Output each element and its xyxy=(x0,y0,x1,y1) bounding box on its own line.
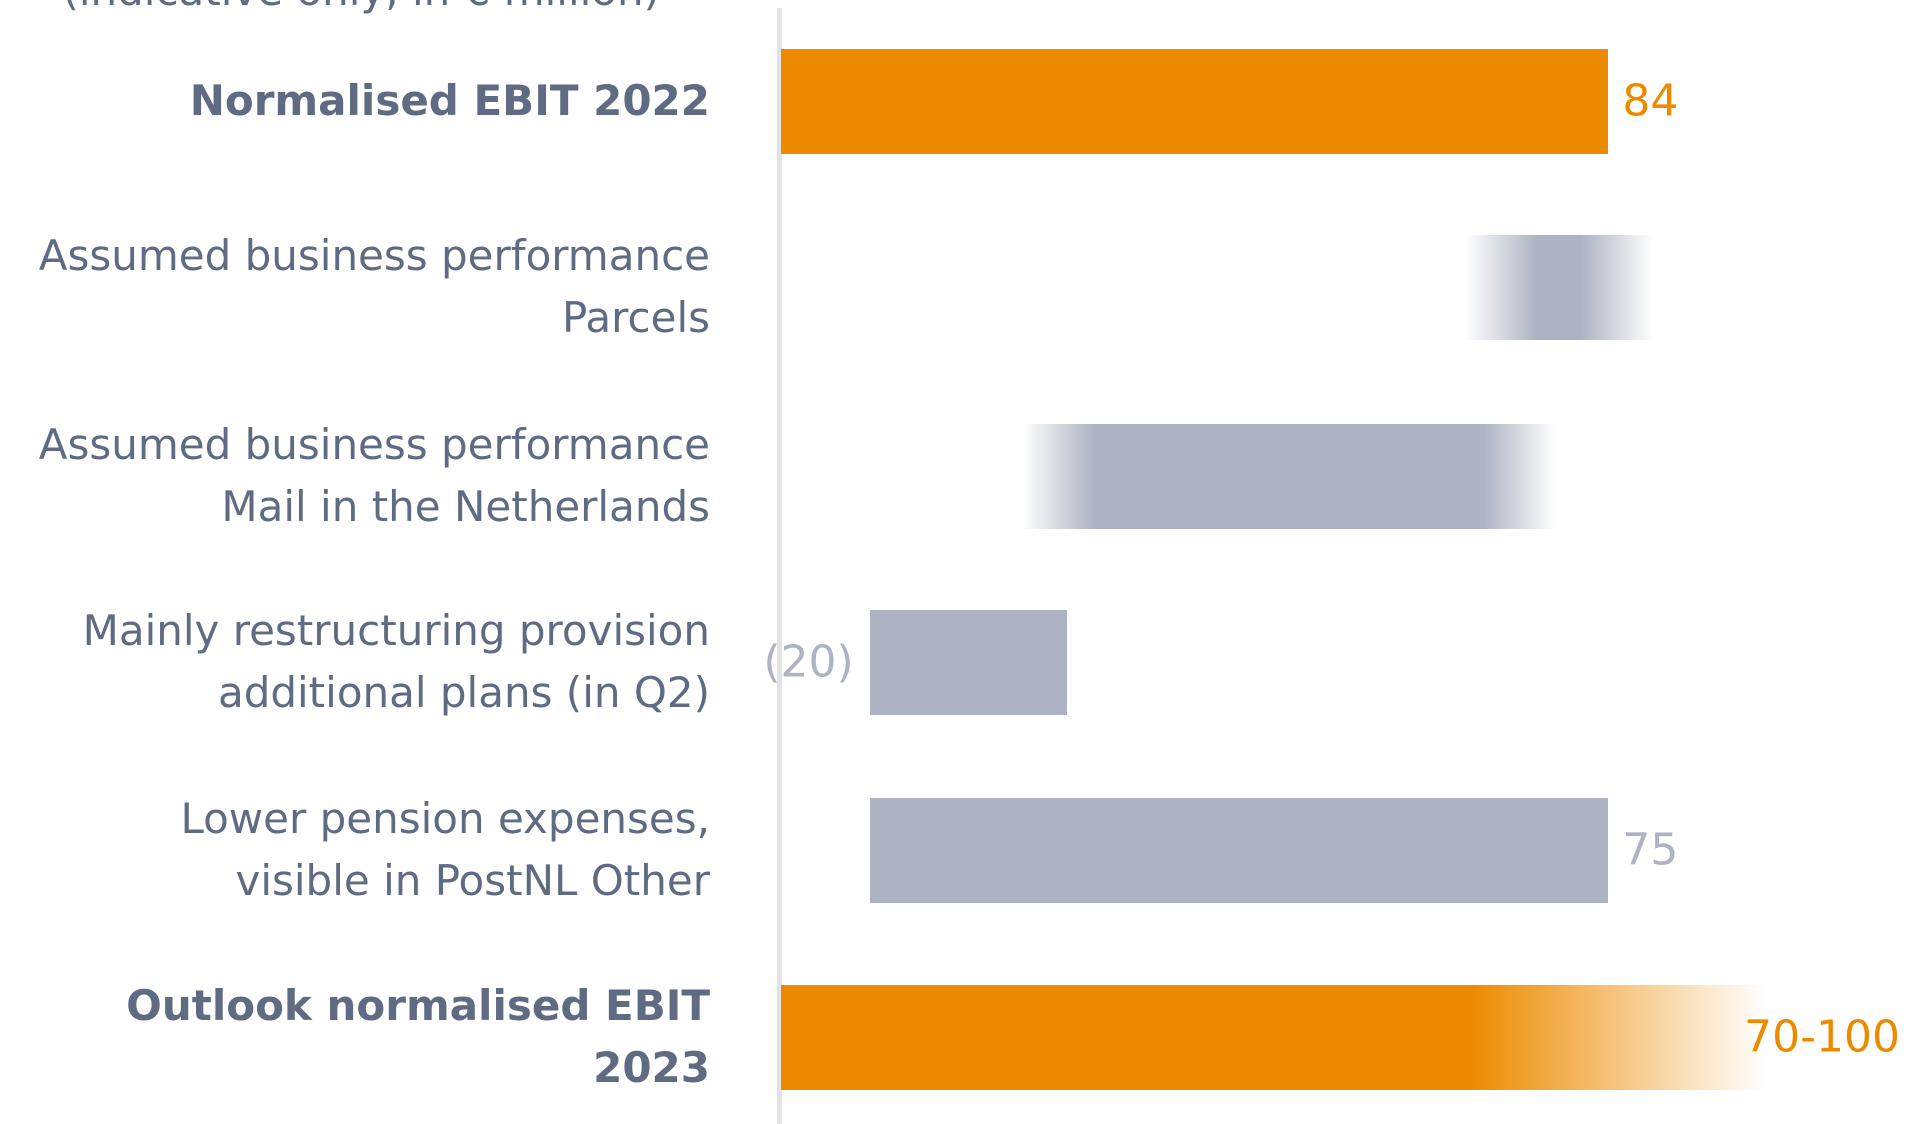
value-label: 75 xyxy=(1622,824,1679,876)
bar xyxy=(869,797,1609,903)
category-label: Mainly restructuring provision additiona… xyxy=(82,606,710,717)
bar xyxy=(1464,234,1654,340)
bar xyxy=(1021,423,1555,529)
chart-subtitle: (indicative only, in € million) xyxy=(62,0,660,15)
bar xyxy=(781,984,1766,1090)
value-label: (20) xyxy=(763,636,854,688)
category-label: Assumed business performance Parcels xyxy=(38,231,710,342)
category-label: Normalised EBIT 2022 xyxy=(189,76,710,125)
bar xyxy=(869,609,1067,715)
bar xyxy=(781,48,1609,154)
axis-line xyxy=(777,8,782,1124)
category-label: Assumed business performance Mail in the… xyxy=(38,420,710,531)
category-label: Lower pension expenses, visible in PostN… xyxy=(180,794,710,905)
category-label: Outlook normalised EBIT 2023 xyxy=(126,981,710,1092)
value-label: 70-100 xyxy=(1744,1011,1900,1063)
value-label: 84 xyxy=(1622,75,1679,127)
